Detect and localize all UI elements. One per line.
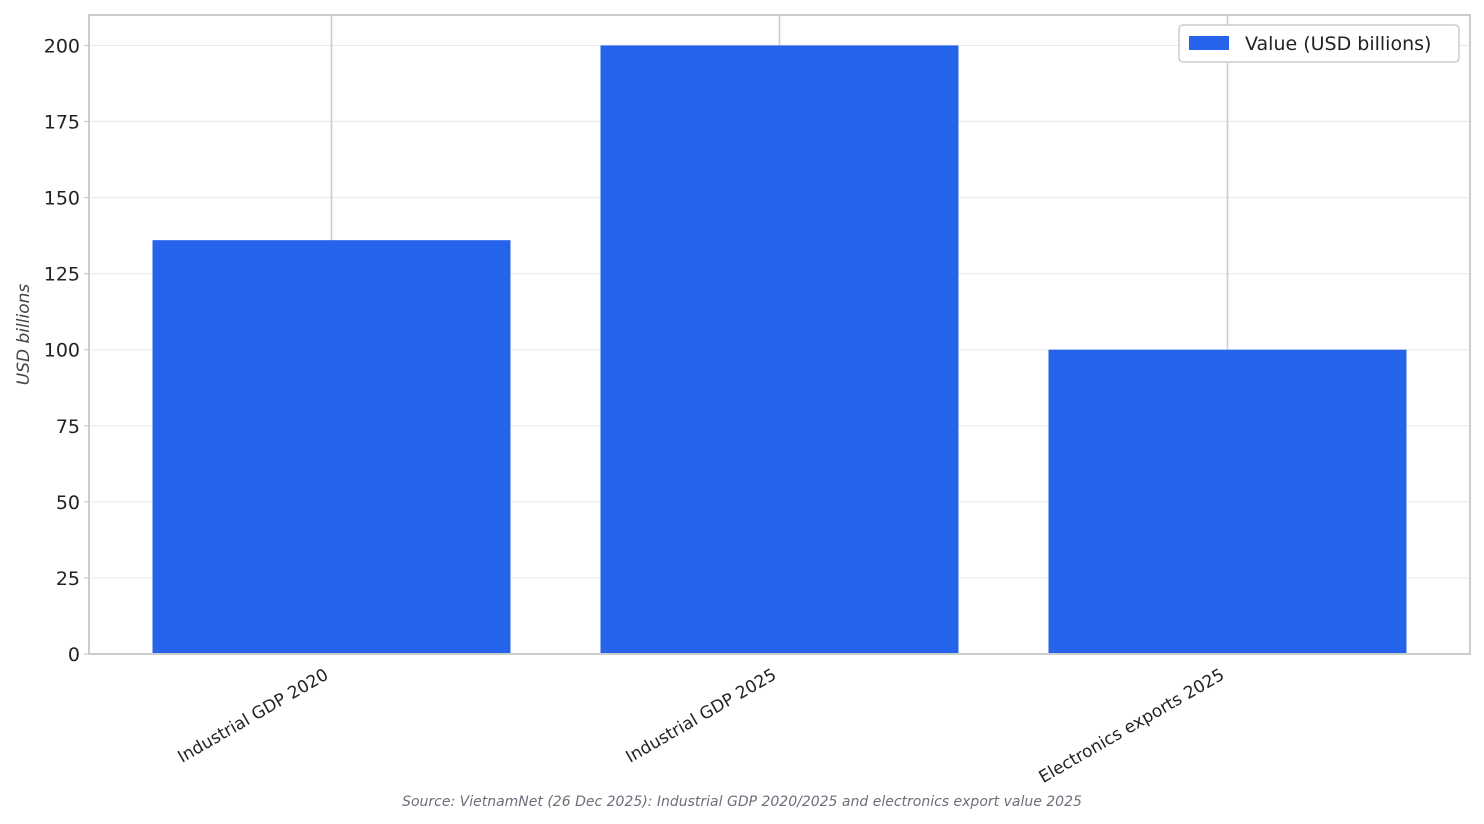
legend: Value (USD billions) <box>1178 24 1460 63</box>
y-axis-label: USD billions <box>14 284 34 386</box>
bar-electronics-exports-2025 <box>1048 349 1407 654</box>
bars <box>152 45 1407 654</box>
y-tick-label: 50 <box>56 492 80 514</box>
legend-swatch <box>1189 36 1229 50</box>
legend-box <box>1178 24 1460 63</box>
plot-frame <box>88 14 1471 655</box>
y-tick-label: 200 <box>44 35 80 57</box>
y-tick-label: 100 <box>44 340 80 362</box>
y-tick-label: 0 <box>68 644 80 666</box>
x-tick-label: Industrial GDP 2025 <box>622 665 780 767</box>
y-tick-label: 125 <box>44 264 80 286</box>
x-axis-ticks: Industrial GDP 2020 Industrial GDP 2025 El… <box>174 665 1228 788</box>
y-axis-ticks: 0 25 50 75 100 125 150 175 200 <box>44 35 89 666</box>
x-tick-label: Electronics exports 2025 <box>1036 665 1228 788</box>
y-tick-label: 150 <box>44 188 80 210</box>
source-note: Source: VietnamNet (26 Dec 2025): Indust… <box>402 794 1082 810</box>
y-tick-label: 75 <box>56 416 80 438</box>
x-tick-label: Industrial GDP 2020 <box>174 665 332 767</box>
legend-label: Value (USD billions) <box>1245 33 1431 55</box>
y-tick-label: 25 <box>56 568 80 590</box>
bar-industrial-gdp-2025 <box>600 45 959 654</box>
bar-industrial-gdp-2020 <box>152 240 511 654</box>
y-tick-label: 175 <box>44 112 80 134</box>
